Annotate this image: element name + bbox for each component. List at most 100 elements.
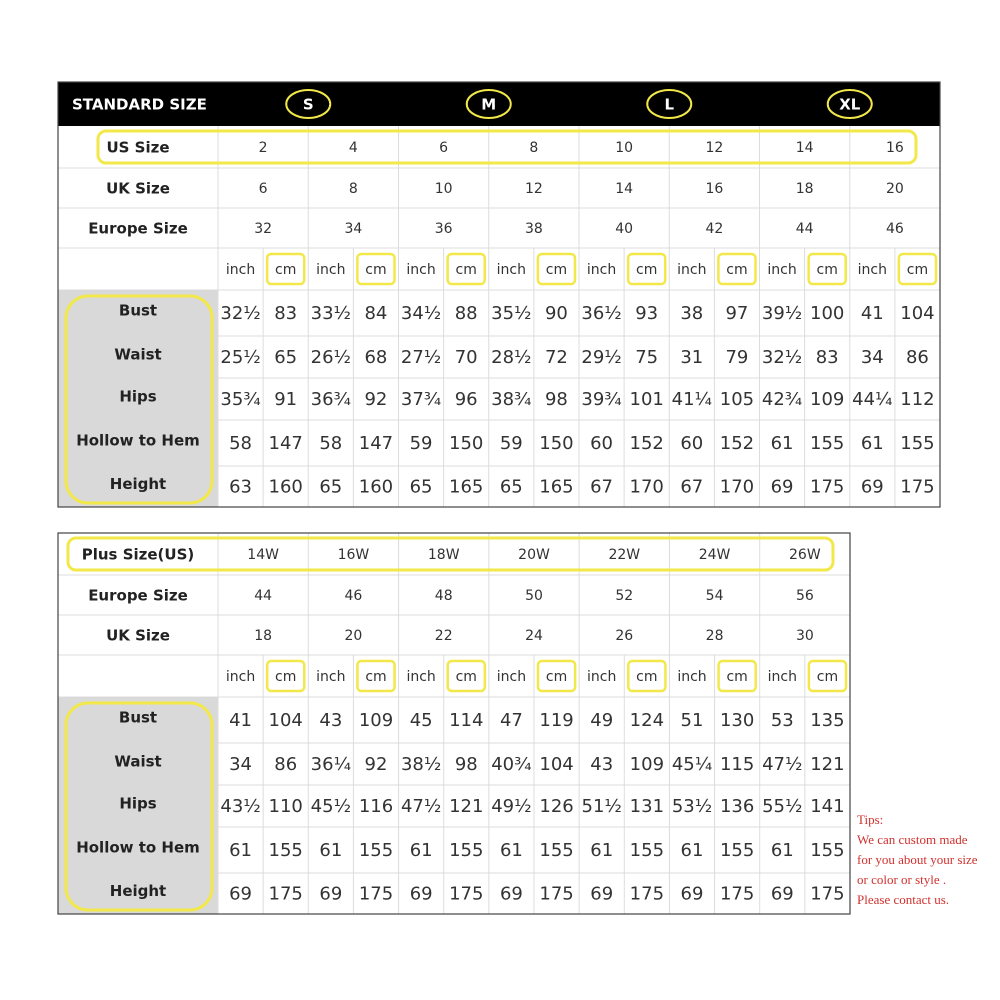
measure-value: 43	[319, 710, 342, 731]
measure-value: 32½	[762, 347, 802, 368]
cm-highlight	[265, 252, 306, 286]
measure-value: 160	[359, 477, 393, 498]
measure-value: 170	[630, 477, 664, 498]
measure-value: 61	[771, 840, 794, 861]
measure-value: 38	[680, 303, 703, 324]
size-value: 56	[796, 588, 814, 604]
measure-value: 41	[861, 303, 884, 324]
unit: inch	[587, 669, 616, 685]
measure-value: 69	[319, 884, 342, 905]
measure-value: 155	[630, 840, 664, 861]
measure-label: Hips	[119, 795, 156, 813]
size-value: 22	[435, 628, 453, 644]
measure-value: 36¾	[311, 389, 351, 410]
size-letter: S	[303, 96, 314, 114]
measure-value: 67	[680, 477, 703, 498]
size-value: 18	[254, 628, 272, 644]
size-value: 20	[345, 628, 363, 644]
unit: inch	[497, 262, 526, 278]
unit: inch	[768, 669, 797, 685]
size-value: 8	[349, 181, 358, 197]
unit: cm	[726, 262, 747, 278]
measure-label: Hollow to Hem	[76, 432, 200, 450]
size-value: 32	[254, 221, 272, 237]
measure-value: 116	[359, 796, 393, 817]
size-circle	[465, 89, 512, 119]
size-circle	[646, 89, 693, 119]
measure-value: 65	[500, 477, 523, 498]
header-title: STANDARD SIZE	[72, 96, 207, 114]
unit: inch	[316, 262, 345, 278]
measure-value: 147	[269, 433, 303, 454]
measure-value: 175	[539, 884, 573, 905]
size-value: 46	[886, 221, 904, 237]
size-value: 14	[796, 140, 814, 156]
measure-value: 136	[720, 796, 754, 817]
measure-value: 75	[635, 347, 658, 368]
cm-highlight	[717, 252, 757, 286]
size-value: 54	[706, 588, 724, 604]
size-value: 20W	[518, 547, 550, 563]
measure-value: 112	[900, 389, 934, 410]
measure-value: 155	[449, 840, 483, 861]
row-label: UK Size	[106, 180, 170, 198]
measure-label: Waist	[114, 346, 161, 364]
measure-value: 175	[900, 477, 934, 498]
header-bar	[58, 82, 940, 126]
row-label: Europe Size	[88, 587, 188, 605]
measure-value: 175	[810, 477, 844, 498]
cm-highlight	[265, 659, 306, 693]
measure-value: 152	[720, 433, 754, 454]
measure-value: 79	[725, 347, 748, 368]
measure-value: 61	[861, 433, 884, 454]
size-value: 8	[529, 140, 538, 156]
unit: cm	[365, 669, 386, 685]
highlight-row	[66, 536, 835, 572]
measure-value: 61	[681, 840, 704, 861]
measure-value: 155	[269, 840, 303, 861]
size-value: 18	[796, 181, 814, 197]
size-value: 10	[615, 140, 633, 156]
size-letter: M	[481, 96, 496, 114]
row-label: US Size	[106, 139, 169, 157]
measure-value: 41¼	[672, 389, 712, 410]
unit: inch	[316, 669, 345, 685]
measure-label: Waist	[114, 753, 161, 771]
label-shade	[58, 290, 218, 507]
tip-line: Tips:	[857, 812, 883, 827]
size-value: 44	[254, 588, 272, 604]
unit: inch	[406, 262, 435, 278]
size-letter: L	[664, 96, 674, 114]
measure-value: 69	[771, 884, 794, 905]
unit: cm	[817, 262, 838, 278]
cm-highlight	[536, 659, 577, 693]
unit: cm	[636, 262, 657, 278]
measure-value: 155	[720, 840, 754, 861]
unit: cm	[817, 669, 838, 685]
measure-value: 115	[720, 754, 754, 775]
measure-value: 114	[449, 710, 483, 731]
size-value: 48	[435, 588, 453, 604]
unit: cm	[275, 669, 296, 685]
row-label: UK Size	[106, 627, 170, 645]
unit: cm	[546, 669, 567, 685]
measure-value: 86	[906, 347, 929, 368]
measure-value: 175	[449, 884, 483, 905]
measure-value: 47½	[401, 796, 441, 817]
measure-label: Bust	[119, 302, 157, 320]
measure-value: 65	[274, 347, 297, 368]
cm-highlight	[807, 252, 847, 286]
cm-highlight	[356, 252, 396, 286]
measure-value: 59	[500, 433, 523, 454]
measure-value: 72	[545, 347, 568, 368]
size-value: 16	[705, 181, 723, 197]
size-value: 12	[705, 140, 723, 156]
measure-value: 60	[590, 433, 613, 454]
label-highlight	[64, 294, 214, 505]
measure-value: 39¾	[581, 389, 621, 410]
measure-value: 124	[630, 710, 664, 731]
size-value: 34	[344, 221, 362, 237]
measure-value: 98	[455, 754, 478, 775]
measure-value: 55½	[762, 796, 802, 817]
